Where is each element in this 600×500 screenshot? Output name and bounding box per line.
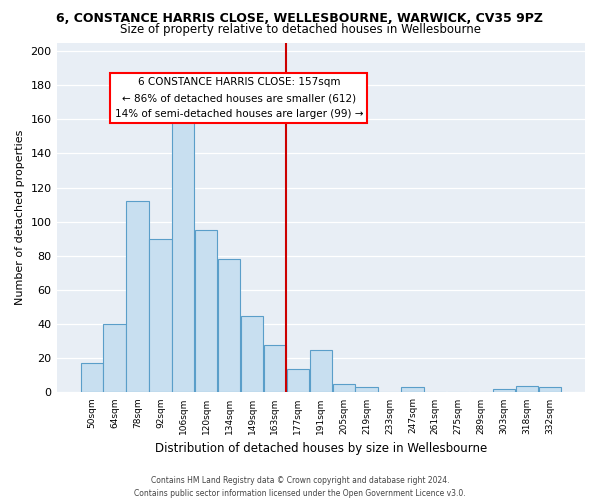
Bar	[355, 388, 378, 392]
Text: 6 CONSTANCE HARRIS CLOSE: 157sqm
← 86% of detached houses are smaller (612)
14% : 6 CONSTANCE HARRIS CLOSE: 157sqm ← 86% o…	[115, 78, 363, 118]
Bar	[149, 239, 172, 392]
Bar	[195, 230, 217, 392]
Bar	[493, 389, 515, 392]
Bar	[103, 324, 125, 392]
Bar	[516, 386, 538, 392]
Bar	[332, 384, 355, 392]
Y-axis label: Number of detached properties: Number of detached properties	[15, 130, 25, 305]
Text: Size of property relative to detached houses in Wellesbourne: Size of property relative to detached ho…	[119, 22, 481, 36]
Bar	[310, 350, 332, 393]
Bar	[127, 201, 149, 392]
Bar	[80, 364, 103, 392]
Bar	[218, 260, 240, 392]
Bar	[401, 388, 424, 392]
Bar	[172, 111, 194, 392]
Text: 6, CONSTANCE HARRIS CLOSE, WELLESBOURNE, WARWICK, CV35 9PZ: 6, CONSTANCE HARRIS CLOSE, WELLESBOURNE,…	[56, 12, 544, 26]
Bar	[539, 388, 561, 392]
Bar	[264, 344, 286, 393]
Text: Contains HM Land Registry data © Crown copyright and database right 2024.
Contai: Contains HM Land Registry data © Crown c…	[134, 476, 466, 498]
X-axis label: Distribution of detached houses by size in Wellesbourne: Distribution of detached houses by size …	[155, 442, 487, 455]
Bar	[241, 316, 263, 392]
Bar	[287, 368, 309, 392]
